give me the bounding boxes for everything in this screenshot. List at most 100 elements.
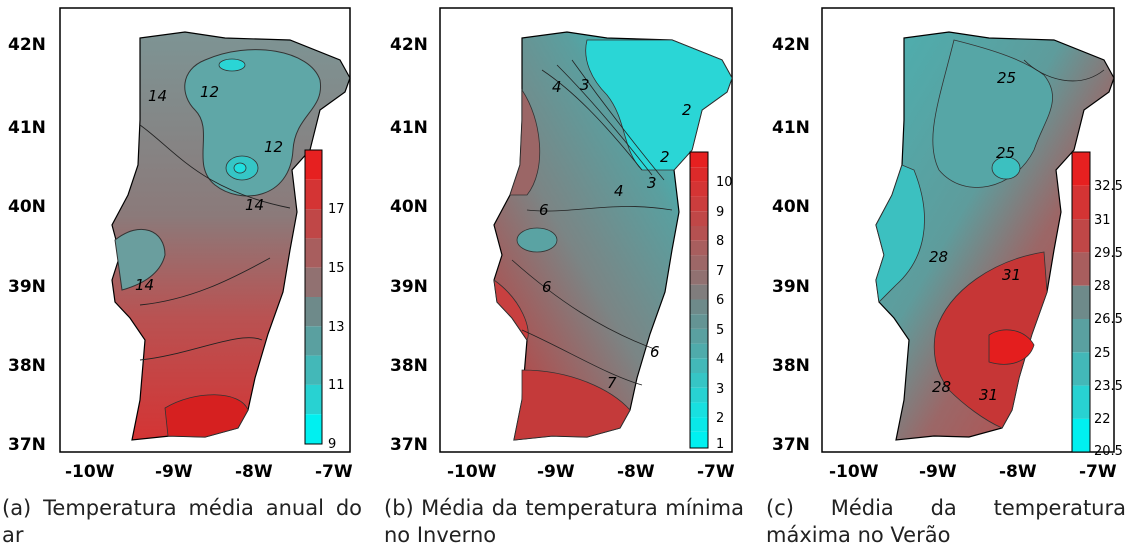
y-tick-label: 40N <box>8 197 46 217</box>
contour-label: 4 <box>552 78 562 96</box>
contour-label: 28 <box>929 248 948 266</box>
contour-label: 31 <box>1002 266 1021 284</box>
colorbar-label: 6 <box>716 293 724 308</box>
panel-winter-minimum-temperature: 42N 41N 40N 39N 38N 37N -10W -9W -8W -7W… <box>382 0 752 555</box>
map-figure: 42N 41N 40N 39N 38N 37N -10W -9W -8W -7W… <box>8 7 353 482</box>
x-tick-label: -7W <box>315 462 353 482</box>
contour-label: 3 <box>647 174 657 192</box>
coastal-cool-region <box>114 228 166 291</box>
colorbar-label: 3 <box>716 382 724 397</box>
colorbar-label: 25 <box>1094 346 1111 361</box>
colorbar <box>1071 151 1091 453</box>
x-tick-label: -7W <box>697 462 735 482</box>
contour-label: 28 <box>932 378 951 396</box>
cold-spot <box>233 162 247 174</box>
y-tick-label: 40N <box>772 197 810 217</box>
x-tick-label: -8W <box>235 462 273 482</box>
colorbar-label: 31 <box>1094 213 1111 228</box>
contour-label: 7 <box>607 374 617 392</box>
contour-label: 6 <box>542 278 552 296</box>
colorbar-label: 23.5 <box>1094 379 1123 394</box>
contour-label: 25 <box>996 144 1015 162</box>
cool-spot <box>991 156 1021 180</box>
cool-spot <box>516 227 558 253</box>
contour-label: 2 <box>660 148 670 166</box>
colorbar-label: 22 <box>1094 412 1111 427</box>
y-tick-label: 38N <box>8 356 46 376</box>
panel-summer-maximum-temperature: 42N 41N 40N 39N 38N 37N -10W -9W -8W -7W… <box>764 0 1134 555</box>
map-figure: 42N 41N 40N 39N 38N 37N -10W -9W -8W -7W… <box>772 7 1123 482</box>
cool-region <box>932 39 1053 188</box>
colorbar-label: 26.5 <box>1094 312 1123 327</box>
colorbar-label: 5 <box>716 323 724 338</box>
colorbar-label: 2 <box>716 411 724 426</box>
y-tick-label: 40N <box>390 197 428 217</box>
x-tick-label: -7W <box>1079 462 1117 482</box>
contour-label: 12 <box>264 138 283 156</box>
contour-label: 25 <box>997 69 1016 87</box>
colorbar-label: 10 <box>716 175 733 190</box>
contour-label: 6 <box>539 201 549 219</box>
colorbar-label: 8 <box>716 234 724 249</box>
contour-label: 6 <box>650 343 660 361</box>
y-tick-label: 39N <box>390 277 428 297</box>
y-tick-label: 42N <box>772 35 810 55</box>
y-tick-label: 41N <box>8 118 46 138</box>
warm-region <box>513 369 631 441</box>
colorbar-label: 15 <box>328 261 345 276</box>
warm-region <box>493 279 529 341</box>
x-tick-label: -10W <box>829 462 879 482</box>
x-tick-label: -10W <box>447 462 497 482</box>
x-tick-label: -10W <box>65 462 115 482</box>
colorbar-label: 9 <box>716 205 724 220</box>
panel-annual-mean-temperature: 42N 41N 40N 39N 38N 37N -10W -9W -8W -7W… <box>0 0 370 555</box>
y-tick-label: 38N <box>390 356 428 376</box>
contour-label: 2 <box>682 101 692 119</box>
colorbar-label: 1 <box>716 437 724 452</box>
colorbar <box>304 149 323 445</box>
colorbar-label: 20.5 <box>1094 444 1123 459</box>
colorbar-label: 13 <box>328 320 345 335</box>
cold-region <box>585 39 733 171</box>
x-tick-label: -9W <box>919 462 957 482</box>
warm-region <box>164 394 249 438</box>
figure-caption: (a) Temperatura média anual do ar <box>2 496 362 547</box>
colorbar-label: 32.5 <box>1094 179 1123 194</box>
contour-label: 31 <box>979 386 998 404</box>
cold-spot <box>218 58 246 72</box>
contour-label: 3 <box>580 76 590 94</box>
map-figure: 42N 41N 40N 39N 38N 37N -10W -9W -8W -7W… <box>390 7 735 482</box>
colorbar-label: 17 <box>328 202 345 217</box>
colorbar-label: 11 <box>328 378 345 393</box>
y-tick-label: 37N <box>772 435 810 455</box>
contour-label: 4 <box>614 182 624 200</box>
contour-label: 14 <box>148 87 167 105</box>
colorbar-label: 29.5 <box>1094 246 1123 261</box>
colorbar-label: 28 <box>1094 279 1111 294</box>
colorbar <box>689 151 709 449</box>
y-tick-label: 39N <box>772 277 810 297</box>
x-tick-label: -8W <box>617 462 655 482</box>
contour-label: 14 <box>245 196 264 214</box>
y-tick-label: 41N <box>390 118 428 138</box>
y-tick-label: 41N <box>772 118 810 138</box>
cool-region <box>184 49 322 197</box>
y-tick-label: 37N <box>390 435 428 455</box>
colorbar-label: 7 <box>716 264 724 279</box>
y-tick-label: 38N <box>772 356 810 376</box>
y-tick-label: 42N <box>390 35 428 55</box>
figure-caption: (b) Média da temperatura mínima no Inver… <box>384 496 744 547</box>
x-tick-label: -9W <box>537 462 575 482</box>
colorbar-label: 4 <box>716 352 724 367</box>
contour-label: 14 <box>135 276 154 294</box>
cool-coastal-region <box>875 164 925 303</box>
y-tick-label: 42N <box>8 35 46 55</box>
figure-caption: (c) Média da temperatura máxima no Verão <box>766 496 1126 547</box>
y-tick-label: 39N <box>8 277 46 297</box>
y-tick-label: 37N <box>8 435 46 455</box>
x-tick-label: -8W <box>999 462 1037 482</box>
x-tick-label: -9W <box>155 462 193 482</box>
colorbar-label: 9 <box>328 437 336 452</box>
hottest-spot <box>988 329 1035 365</box>
warm-region <box>509 88 541 196</box>
